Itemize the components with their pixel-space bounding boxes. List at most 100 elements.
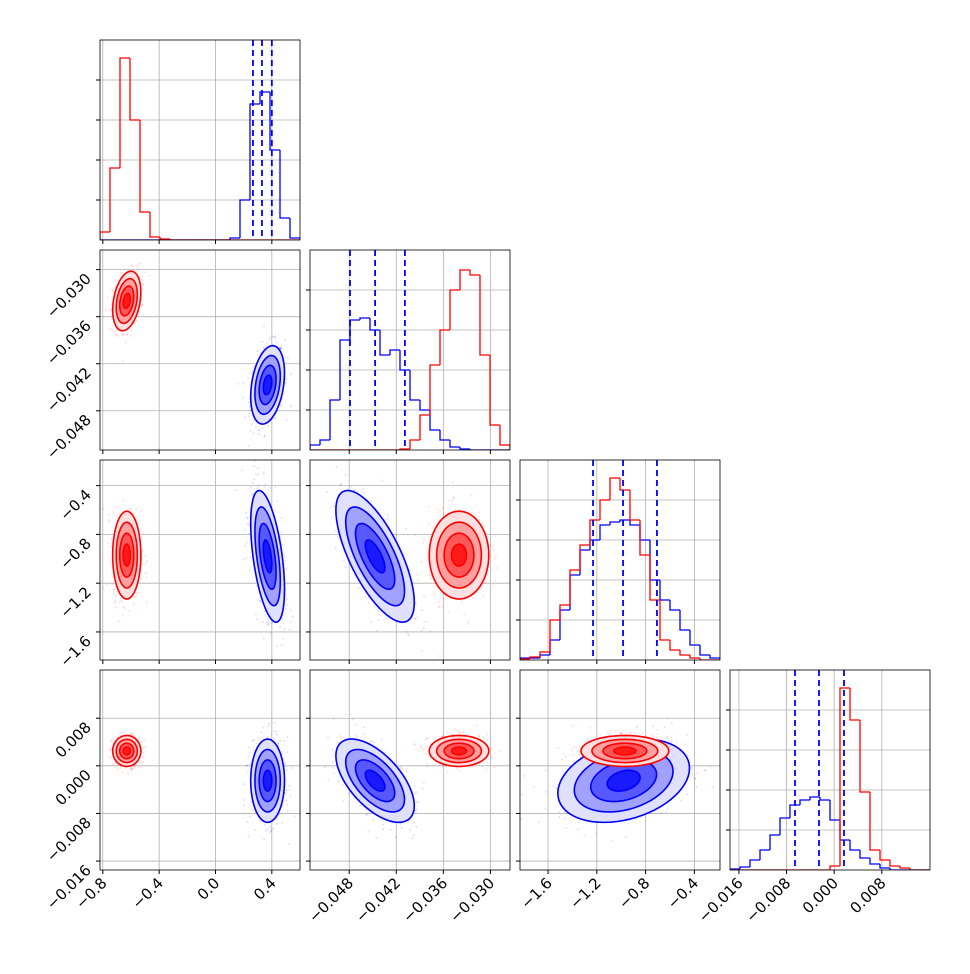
sample-point	[331, 761, 333, 763]
sample-point	[282, 750, 284, 752]
sample-point	[327, 779, 329, 781]
sample-point	[255, 426, 257, 428]
histogram-step	[550, 620, 560, 652]
sample-point	[250, 486, 252, 488]
sample-point	[116, 506, 118, 508]
sample-point	[109, 757, 111, 759]
sample-point	[257, 468, 259, 470]
sample-point	[385, 751, 387, 753]
x-tick-label: 0.0	[194, 874, 224, 904]
sample-point	[474, 514, 476, 516]
sample-point	[289, 629, 291, 631]
histogram-step	[610, 478, 620, 500]
sample-point	[490, 545, 492, 547]
sample-point	[269, 826, 271, 828]
histogram-step	[430, 410, 440, 430]
sample-point	[144, 563, 146, 565]
sample-point	[267, 620, 269, 622]
sample-point	[114, 600, 116, 602]
sample-point	[415, 826, 417, 828]
sample-point	[366, 813, 368, 815]
sample-point	[281, 531, 283, 533]
sample-point	[442, 507, 444, 509]
sample-point	[269, 487, 271, 489]
sample-point	[252, 482, 254, 484]
sample-point	[255, 613, 257, 615]
x-tick-label: 0.4	[250, 874, 280, 904]
sample-point	[115, 595, 117, 597]
histogram-step	[160, 237, 170, 239]
y-tick-label: −0.030	[43, 270, 95, 322]
histogram-step	[330, 400, 340, 440]
sample-point	[335, 548, 337, 550]
sample-point	[121, 333, 123, 335]
sample-point	[281, 644, 283, 646]
sample-point	[109, 514, 111, 516]
sample-point	[274, 722, 276, 724]
sample-point	[114, 280, 116, 282]
sample-point	[414, 785, 416, 787]
sample-point	[141, 550, 143, 552]
sample-point	[122, 606, 124, 608]
sample-point	[270, 734, 272, 736]
sample-point	[121, 613, 123, 615]
sample-point	[111, 538, 113, 540]
sample-point	[122, 360, 124, 362]
sample-point	[376, 630, 378, 632]
sample-point	[373, 741, 375, 743]
sample-point	[268, 624, 270, 626]
sample-point	[437, 590, 439, 592]
histogram-step	[500, 425, 510, 450]
sample-point	[461, 600, 463, 602]
sample-point	[253, 432, 255, 434]
sample-point	[258, 453, 260, 455]
sample-point	[408, 634, 410, 636]
sample-point	[131, 509, 133, 511]
sample-point	[493, 584, 495, 586]
panel: −0.048−0.042−0.036−0.030	[305, 670, 513, 926]
sample-point	[263, 824, 265, 826]
sample-point	[243, 559, 245, 561]
sample-point	[327, 737, 329, 739]
sample-point	[248, 524, 250, 526]
histogram-step	[150, 212, 160, 237]
histogram-step	[100, 232, 110, 240]
sample-point	[263, 435, 265, 437]
sample-point	[137, 267, 139, 269]
sample-point	[289, 788, 291, 790]
sample-point	[413, 822, 415, 824]
sample-point	[395, 836, 397, 838]
sample-point	[286, 378, 288, 380]
sample-point	[102, 508, 104, 510]
sample-point	[250, 801, 252, 803]
histogram-step	[440, 430, 450, 440]
sample-point	[401, 827, 403, 829]
sample-point	[367, 602, 369, 604]
sample-point	[250, 557, 252, 559]
histogram-step	[430, 365, 440, 415]
sample-point	[348, 792, 350, 794]
sample-point	[441, 606, 443, 608]
sample-point	[287, 810, 289, 812]
histogram-step	[140, 120, 150, 212]
sample-point	[352, 719, 354, 721]
sample-point	[387, 518, 389, 520]
sample-point	[121, 771, 123, 773]
sample-point	[332, 755, 334, 757]
sample-point	[337, 742, 339, 744]
sample-point	[482, 595, 484, 597]
sample-point	[376, 837, 378, 839]
panel-plot	[310, 426, 510, 670]
histogram-step	[540, 655, 550, 658]
panel-plot	[100, 40, 300, 240]
y-tick-label: −0.048	[43, 411, 95, 463]
sample-point	[364, 596, 366, 598]
sample-point	[444, 597, 446, 599]
sample-point	[326, 491, 328, 493]
sample-point	[248, 415, 250, 417]
sample-point	[246, 821, 248, 823]
sample-point	[438, 601, 440, 603]
sample-point	[405, 528, 407, 530]
sample-point	[146, 560, 148, 562]
